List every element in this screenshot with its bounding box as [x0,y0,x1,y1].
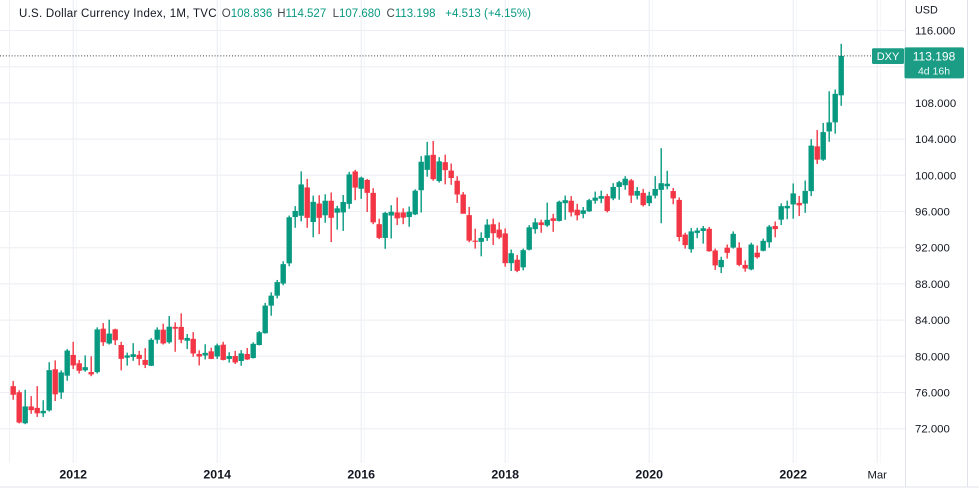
svg-text:2022: 2022 [779,468,807,482]
svg-text:116.000: 116.000 [915,26,955,38]
svg-text:108.000: 108.000 [915,98,956,110]
svg-text:76.000: 76.000 [915,388,950,400]
svg-text:H114.527: H114.527 [277,8,326,20]
svg-text:L107.680: L107.680 [333,8,381,20]
svg-text:2016: 2016 [347,468,375,482]
svg-text:80.000: 80.000 [915,351,950,363]
svg-text:2018: 2018 [491,468,519,482]
svg-text:104.000: 104.000 [915,134,956,146]
svg-text:Mar: Mar [867,470,887,482]
svg-text:4d 16h: 4d 16h [918,65,950,77]
svg-text:113.198: 113.198 [913,50,956,64]
svg-text:2012: 2012 [59,468,87,482]
svg-text:2014: 2014 [203,468,231,482]
svg-text:96.000: 96.000 [915,207,950,219]
svg-text:100.000: 100.000 [915,170,956,182]
svg-text:O108.836: O108.836 [222,8,273,20]
svg-text:84.000: 84.000 [915,315,950,327]
svg-text:USD: USD [915,5,938,17]
svg-text:2020: 2020 [635,468,663,482]
svg-text:92.000: 92.000 [915,243,950,255]
svg-text:U.S. Dollar Currency Index, 1M: U.S. Dollar Currency Index, 1M, TVC [19,8,217,20]
svg-text:88.000: 88.000 [915,279,950,291]
svg-text:+4.513 (+4.15%): +4.513 (+4.15%) [445,8,531,20]
svg-text:C113.198: C113.198 [387,8,436,20]
svg-text:72.000: 72.000 [915,424,950,436]
svg-text:DXY: DXY [877,51,900,63]
